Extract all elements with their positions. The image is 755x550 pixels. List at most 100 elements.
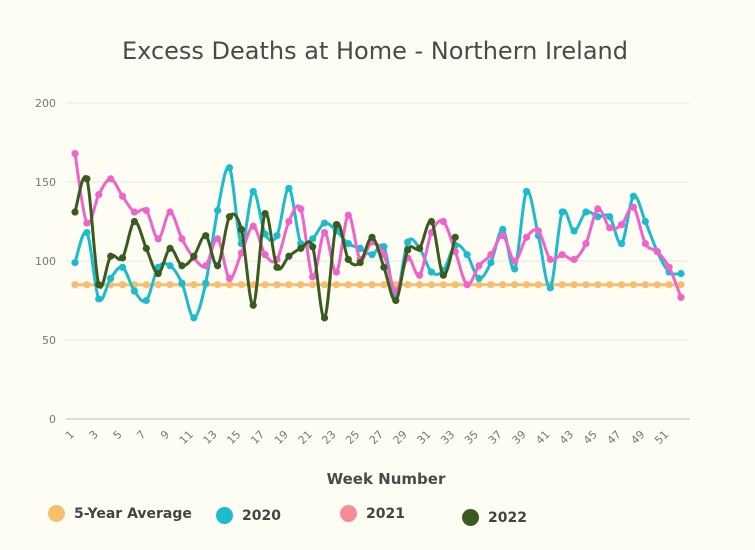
data-point [107,274,115,282]
data-point [499,281,507,289]
legend-swatch [48,505,65,522]
y-tick-label: 100 [35,255,56,268]
data-point [439,217,447,226]
y-tick-label: 200 [35,97,56,110]
x-tick-label: 25 [343,428,362,447]
data-point [499,232,507,240]
data-point [356,281,364,289]
data-point [546,255,554,264]
series-line [73,152,683,299]
data-point [225,274,234,282]
data-point [237,225,245,233]
x-tick-label: 17 [248,428,267,447]
series-2 [71,164,685,322]
data-point [154,235,162,243]
data-point [320,281,329,289]
data-point [332,268,341,276]
x-tick-label: 43 [557,428,576,447]
data-point [487,281,495,289]
chart-title: Excess Deaths at Home - Northern Ireland [122,37,628,65]
data-point [641,217,649,226]
data-point [582,208,590,216]
data-point [617,240,626,248]
data-point [142,206,150,215]
data-point [71,281,79,289]
data-point [617,281,626,289]
data-point [130,208,139,216]
y-tick-label: 150 [35,176,56,189]
data-point [404,238,412,246]
data-point [273,263,281,271]
legend-item: 2021 [340,505,405,522]
x-tick-label: 3 [87,428,101,442]
data-point [178,262,186,270]
legend-label: 2022 [488,509,527,526]
data-point [368,233,376,241]
data-point [225,213,234,221]
data-point [154,270,162,278]
data-point [558,208,566,216]
x-tick-label: 19 [272,428,291,447]
data-point [71,208,79,216]
data-point [511,281,519,289]
data-point [237,281,245,289]
data-point [166,262,174,270]
data-point [213,206,222,215]
data-point [273,281,281,289]
x-tick-label: 31 [415,428,434,447]
data-point [344,255,352,264]
data-point [190,281,198,289]
series-3 [71,149,685,301]
data-point [511,265,519,273]
data-point [285,184,293,192]
series-line [73,175,457,320]
data-point [415,281,424,289]
data-point [475,281,483,289]
data-point [83,281,91,289]
data-point [225,164,234,172]
y-axis: 0 50 100 150 200 [35,97,56,426]
data-point [404,281,412,289]
legend-label: 2021 [366,505,405,522]
data-point [178,235,186,243]
data-point [415,244,424,252]
series-4 [71,175,459,322]
legend-item: 2020 [216,507,281,524]
data-point [202,232,210,240]
data-point [570,227,578,235]
x-tick-label: 49 [628,428,647,447]
data-point [309,235,317,243]
data-point [439,271,447,279]
data-point [606,224,614,232]
data-point [641,240,649,248]
data-point [487,258,495,267]
data-point [368,251,376,259]
data-point [427,217,436,226]
data-point [83,175,91,183]
data-point [617,221,626,229]
data-point [95,281,103,289]
data-point [665,263,673,271]
data-point [213,281,222,289]
data-point [83,228,91,237]
data-point [629,281,638,289]
data-point [118,263,127,271]
data-point [344,281,352,289]
data-point [130,217,139,226]
data-point [320,228,329,237]
data-point [427,268,436,276]
data-point [190,314,198,322]
series-1 [71,281,685,289]
x-tick-label: 47 [605,428,624,447]
data-point [285,217,293,226]
data-point [83,219,91,227]
data-point [534,227,543,235]
data-point [380,251,388,259]
data-point [641,281,649,289]
data-point [570,281,578,289]
data-point [71,149,79,158]
data-point [475,274,483,282]
data-point [261,281,269,289]
x-tick-label: 33 [438,428,457,447]
data-point [142,244,150,252]
